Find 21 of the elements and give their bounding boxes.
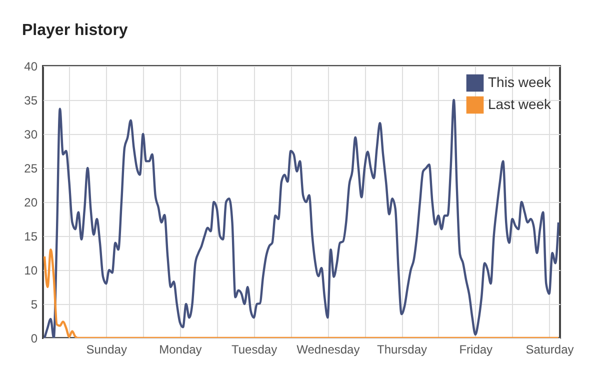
- legend-label: Last week: [488, 96, 552, 112]
- y-tick-label: 10: [24, 264, 38, 278]
- y-tick-label: 30: [24, 128, 38, 142]
- y-tick-label: 15: [24, 230, 38, 244]
- line-series: [43, 248, 560, 338]
- y-tick-label: 5: [30, 298, 38, 312]
- y-tick-label: 20: [24, 196, 38, 210]
- x-tick-label: Friday: [459, 342, 493, 356]
- x-tick-label: Wednesday: [296, 342, 360, 356]
- legend-label: This week: [488, 74, 552, 90]
- y-tick-label: 0: [30, 332, 38, 346]
- y-tick-label: 40: [24, 60, 38, 74]
- chart-title: Player history: [22, 22, 128, 39]
- line-series: [43, 98, 560, 338]
- y-tick-label: 35: [24, 94, 38, 108]
- x-tick-label: Tuesday: [232, 342, 278, 356]
- x-tick-label: Thursday: [377, 342, 428, 356]
- y-tick-label: 25: [24, 162, 38, 176]
- x-tick-label: Monday: [159, 342, 202, 356]
- x-tick-label: Sunday: [86, 342, 127, 356]
- x-tick-label: Saturday: [526, 342, 574, 356]
